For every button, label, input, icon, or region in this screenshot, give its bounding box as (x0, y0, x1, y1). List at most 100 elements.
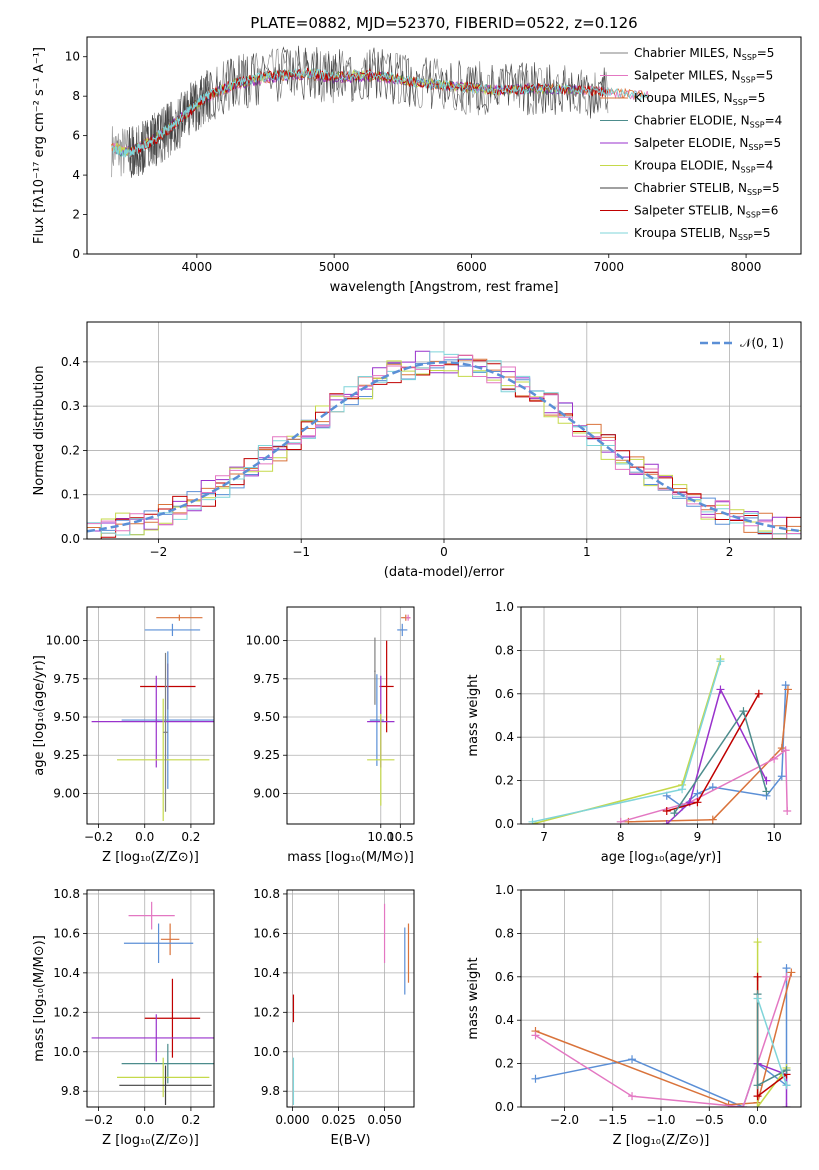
y-tick-label: 0.0 (61, 532, 80, 546)
weight-point (753, 1103, 762, 1107)
x-tick-label: 8 (617, 830, 625, 844)
y-axis-label: mass weight (466, 957, 481, 1039)
x-axis-label: E(B-V) (330, 1133, 370, 1148)
x-tick-label: 7000 (593, 260, 624, 274)
axes-frame (86, 606, 215, 825)
x-tick-label: 6000 (456, 260, 487, 274)
spectrum-line (127, 45, 609, 178)
weight-line (666, 685, 787, 808)
spectrum-line (111, 68, 650, 158)
y-tick-label: 10.4 (53, 966, 80, 980)
x-axis-label: Z [log₁₀(Z/Z⊙)] (102, 850, 199, 865)
y-tick-label: 0.2 (495, 774, 514, 788)
y-tick-label: 8 (72, 89, 80, 103)
weight-point (781, 681, 790, 690)
y-tick-label: 10.8 (53, 887, 80, 901)
y-tick-label: 10.6 (53, 926, 80, 940)
weight-point (782, 964, 791, 973)
x-tick-label: 10 (767, 830, 782, 844)
weight-line (535, 976, 788, 1107)
panel-age_vs_Z: −0.2 0.0 0.2 9.00 9.25 9.50 9.75 10.00 Z [log₁₀(… (32, 606, 215, 865)
panel-age_vs_mass: 10.010.5 9.00 9.25 9.50 9.75 10.00 mass [log₁₀… (246, 606, 415, 865)
x-tick-label: 10.5 (387, 830, 414, 844)
legend-entry: Chabrier MILES, NSSP=5 (634, 46, 774, 62)
x-tick-label: 0.2 (181, 1113, 200, 1127)
y-tick-label: 9.75 (53, 672, 80, 686)
weight-point (783, 806, 792, 815)
plot-area (91, 901, 214, 1106)
weight-line (532, 658, 722, 824)
weight-point (781, 746, 790, 755)
y-tick-label: 10.8 (253, 887, 280, 901)
weight-point (739, 707, 748, 716)
x-axis-label: mass [log₁₀(M/M⊙)] (287, 850, 414, 865)
y-tick-label: 10.00 (46, 634, 80, 648)
weight-point (783, 685, 792, 694)
y-tick-label: 10.2 (253, 1005, 280, 1019)
y-tick-label: 9.50 (53, 710, 80, 724)
legend-entry: Kroupa MILES, NSSP=5 (634, 91, 765, 107)
y-tick-label: 4 (72, 168, 80, 182)
x-tick-label: 7 (540, 830, 548, 844)
legend-entry: Kroupa STELIB, NSSP=5 (634, 226, 771, 242)
legend-entry: Chabrier ELODIE, NSSP=4 (634, 114, 782, 130)
plot-area (91, 614, 214, 821)
plot-area (528, 655, 792, 824)
y-tick-label: 2 (72, 208, 80, 222)
y-tick-label: 0.3 (61, 399, 80, 413)
axes-frame (86, 36, 802, 255)
plot-area (367, 614, 411, 806)
weight-point (770, 754, 779, 763)
x-tick-label: 0.025 (321, 1113, 355, 1127)
weight-point (716, 685, 725, 694)
y-tick-label: 10.4 (253, 966, 280, 980)
y-tick-label: 0.6 (495, 970, 514, 984)
weight-line (535, 972, 793, 1106)
panel-residuals: −2 −1 0 1 2 0.0 0.1 0.2 0.3 0.4 (data-model)/error… (32, 321, 802, 580)
x-axis-label: age [log₁₀(age/yr)] (601, 850, 722, 865)
legend-entry: Chabrier STELIB, NSSP=5 (634, 181, 780, 197)
axes-frame (86, 321, 802, 540)
normal-curve (87, 361, 801, 533)
axes-frame (86, 889, 215, 1108)
y-tick-label: 0.2 (495, 1057, 514, 1071)
weight-point (782, 1103, 791, 1107)
x-tick-label: −0.2 (84, 1113, 113, 1127)
x-tick-label: −0.2 (84, 830, 113, 844)
legend: Chabrier MILES, NSSP=5 Salpeter MILES, NS… (600, 46, 782, 242)
axes-frame (286, 606, 415, 825)
panel-mass_vs_Z: −0.2 0.0 0.2 9.8 10.0 10.2 10.4 10.6 10.8 Z [log₁… (32, 887, 215, 1148)
plot-area (292, 903, 410, 1106)
weight-point (782, 1066, 791, 1075)
x-tick-label: 2 (726, 545, 734, 559)
weight-point (628, 1092, 637, 1101)
legend-entry: Salpeter MILES, NSSP=5 (634, 69, 773, 85)
histogram-step (87, 360, 801, 539)
legend-entry: 𝒩(0, 1) (740, 336, 784, 350)
weight-point (753, 1092, 762, 1101)
plot-area (531, 938, 796, 1107)
weight-point (753, 938, 762, 947)
x-tick-label: −2.0 (550, 1113, 579, 1127)
x-axis-label: wavelength [Angstrom, rest frame] (330, 280, 559, 295)
weight-point (739, 1103, 748, 1107)
weight-point (628, 1055, 637, 1064)
y-tick-label: 9.00 (53, 786, 80, 800)
x-tick-label: −1.0 (646, 1113, 675, 1127)
x-tick-label: −0.5 (695, 1113, 724, 1127)
x-tick-label: 0.0 (135, 830, 154, 844)
weight-point (670, 809, 679, 818)
weight-point (777, 772, 786, 781)
y-tick-label: 10 (65, 50, 80, 64)
y-tick-label: 0.1 (61, 488, 80, 502)
x-tick-label: 10.0 (367, 830, 394, 844)
y-tick-label: 0.8 (495, 643, 514, 657)
panel-massweight_vs_Z: −2.0 −1.5 −1.0 −0.5 0.0 0.0 0.2 0.4 0.6 0.8 1.0 Z [… (466, 883, 802, 1148)
y-tick-label: 10.6 (253, 926, 280, 940)
y-tick-label: 9.25 (253, 748, 280, 762)
y-tick-label: 0.4 (61, 355, 80, 369)
x-tick-label: 8000 (731, 260, 762, 274)
weight-line (756, 998, 788, 1086)
spectrum-line (127, 67, 609, 158)
weight-point (528, 817, 537, 824)
